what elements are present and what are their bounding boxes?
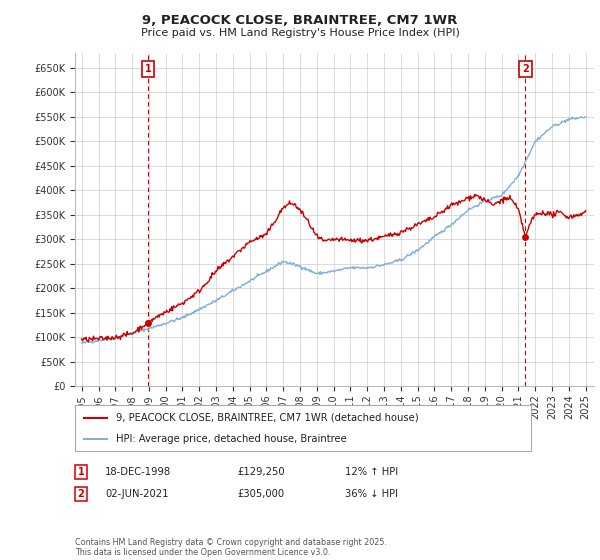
Text: 1: 1 xyxy=(145,64,152,74)
Text: 1: 1 xyxy=(77,467,85,477)
Text: 2: 2 xyxy=(522,64,529,74)
Text: 12% ↑ HPI: 12% ↑ HPI xyxy=(345,467,398,477)
Text: Price paid vs. HM Land Registry's House Price Index (HPI): Price paid vs. HM Land Registry's House … xyxy=(140,28,460,38)
Text: 9, PEACOCK CLOSE, BRAINTREE, CM7 1WR: 9, PEACOCK CLOSE, BRAINTREE, CM7 1WR xyxy=(142,14,458,27)
Text: 36% ↓ HPI: 36% ↓ HPI xyxy=(345,489,398,499)
Text: £305,000: £305,000 xyxy=(237,489,284,499)
Text: 02-JUN-2021: 02-JUN-2021 xyxy=(105,489,169,499)
Text: £129,250: £129,250 xyxy=(237,467,284,477)
Text: 2: 2 xyxy=(77,489,85,499)
Text: 18-DEC-1998: 18-DEC-1998 xyxy=(105,467,171,477)
Text: Contains HM Land Registry data © Crown copyright and database right 2025.
This d: Contains HM Land Registry data © Crown c… xyxy=(75,538,387,557)
Text: HPI: Average price, detached house, Braintree: HPI: Average price, detached house, Brai… xyxy=(116,435,347,444)
Text: 9, PEACOCK CLOSE, BRAINTREE, CM7 1WR (detached house): 9, PEACOCK CLOSE, BRAINTREE, CM7 1WR (de… xyxy=(116,413,419,423)
